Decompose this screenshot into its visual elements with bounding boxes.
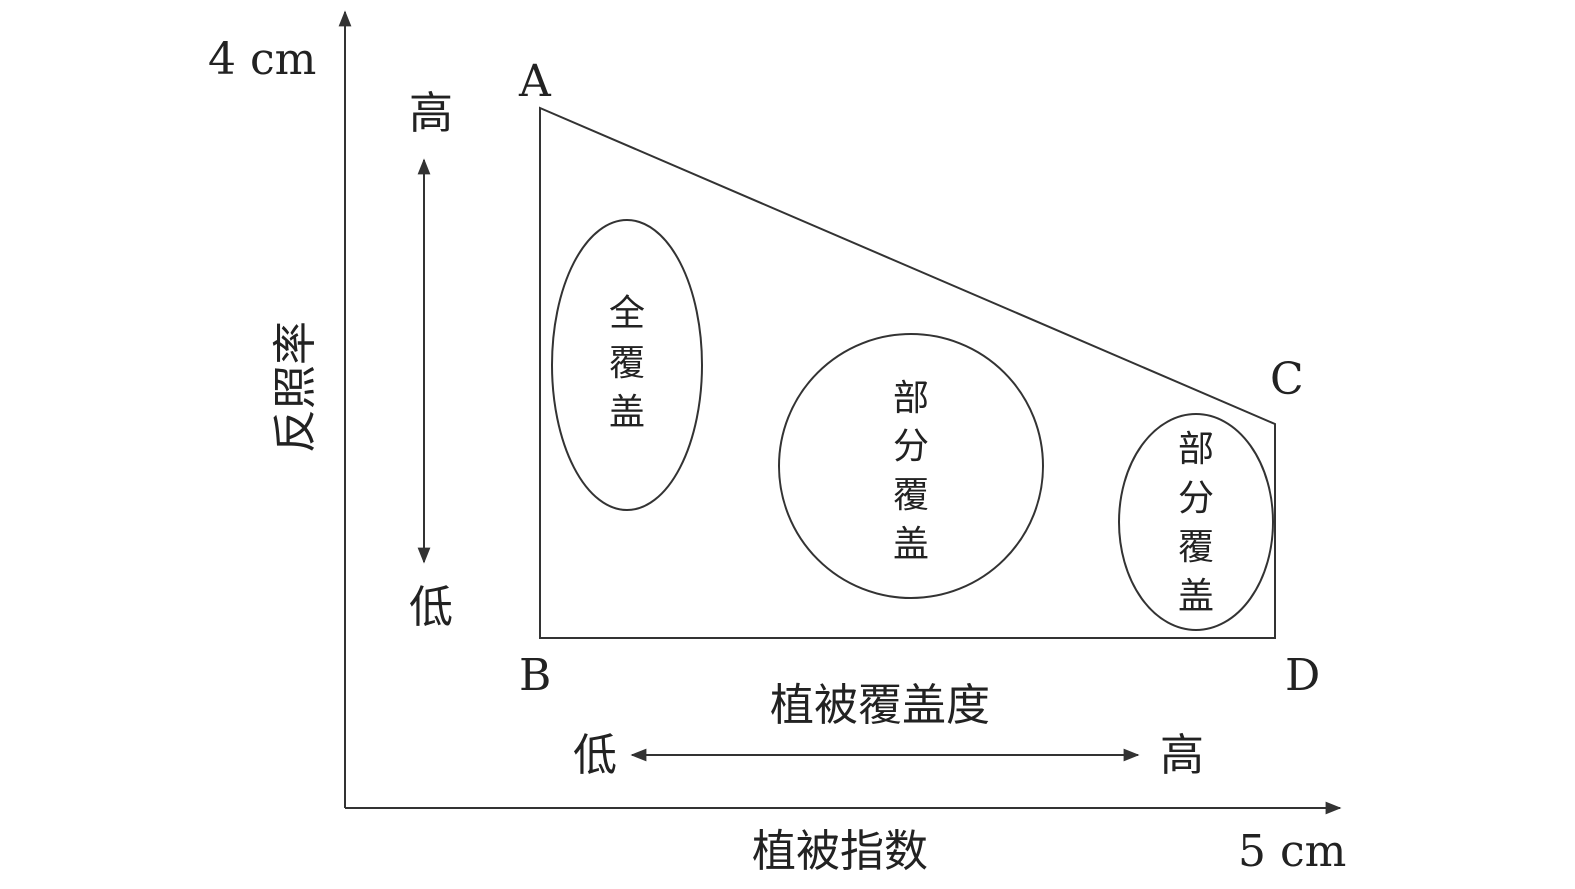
region-full-cover: 全 覆 盖	[551, 219, 703, 511]
x-axis-max-label: 5 cm	[1238, 826, 1346, 877]
albedo-high-label: 高	[409, 88, 453, 139]
region-ellipse	[551, 219, 703, 511]
region-ellipse	[1118, 413, 1274, 631]
vertex-b-label: B	[519, 650, 551, 701]
region-char: 部	[1178, 429, 1214, 470]
vertex-d-label: D	[1285, 650, 1320, 701]
region-char: 覆	[893, 475, 929, 516]
region-partial-cover-middle: 部 分 覆 盖	[778, 333, 1044, 599]
coverage-high-label: 高	[1160, 730, 1204, 781]
region-char: 全	[609, 293, 645, 334]
vertex-a-label: A	[518, 56, 552, 107]
trapezoid-abcd	[539, 106, 1276, 639]
x-axis-label: 植被指数	[752, 826, 928, 877]
region-char: 覆	[609, 343, 645, 384]
region-circle	[778, 333, 1044, 599]
region-char: 部	[893, 378, 929, 419]
region-char: 分	[1178, 478, 1214, 519]
region-char: 盖	[1178, 576, 1214, 617]
y-axis-max-label: 4 cm	[208, 34, 316, 85]
region-char: 分	[893, 426, 929, 467]
albedo-low-label: 低	[409, 582, 453, 633]
y-axis-label: 反照率	[270, 321, 321, 453]
region-partial-cover-right: 部 分 覆 盖	[1118, 413, 1274, 631]
region-char: 盖	[609, 392, 645, 433]
region-char: 盖	[893, 524, 929, 565]
coverage-low-label: 低	[573, 730, 617, 781]
region-char: 覆	[1178, 527, 1214, 568]
vertex-c-label: C	[1270, 354, 1304, 405]
coverage-title: 植被覆盖度	[770, 680, 990, 731]
